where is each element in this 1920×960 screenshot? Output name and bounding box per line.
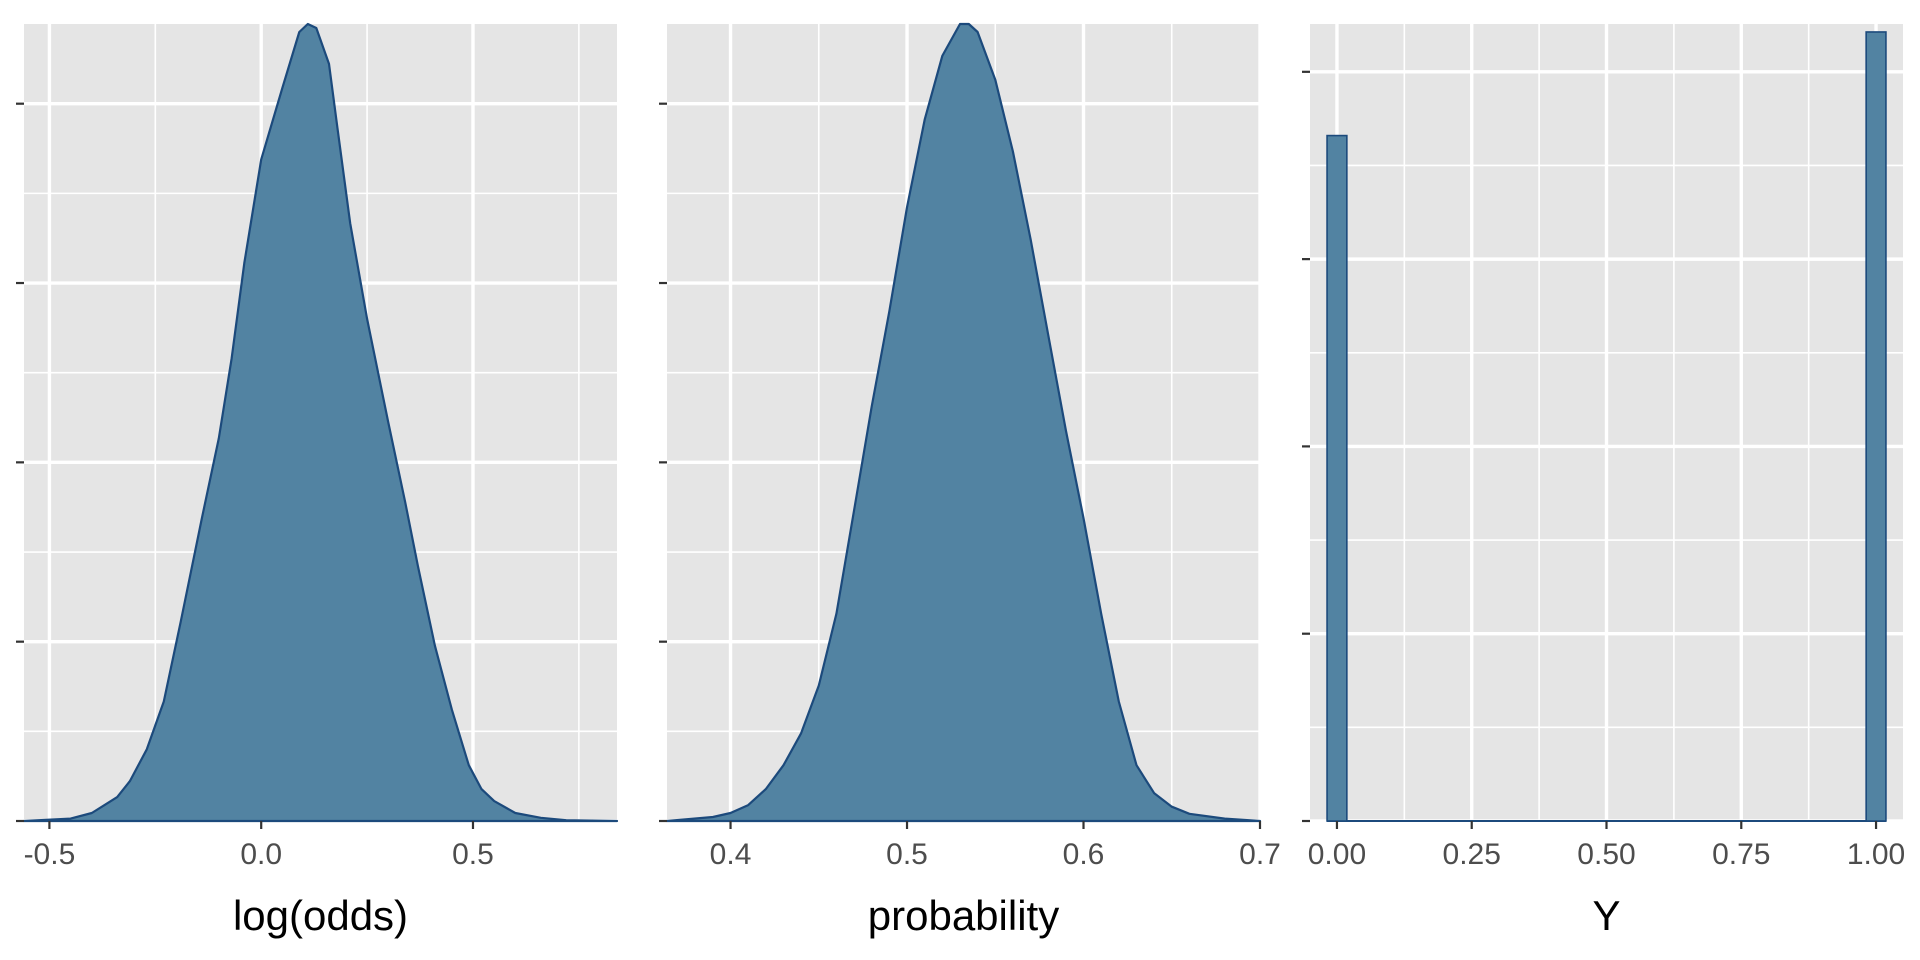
x-tick-label: 1.00 bbox=[1847, 838, 1905, 871]
x-tick-label: 0.6 bbox=[1063, 838, 1105, 871]
x-tick-label: 0.5 bbox=[452, 838, 494, 871]
x-tick-label: 0.5 bbox=[886, 838, 928, 871]
x-tick-label: 0.7 bbox=[1239, 838, 1281, 871]
x-tick-label: 0.25 bbox=[1443, 838, 1501, 871]
panel-log-odds: -0.5 0.0 0.5 log(odds) bbox=[16, 22, 619, 939]
x-axis-title: log(odds) bbox=[233, 892, 408, 939]
panel-y-histogram: 0.00 0.25 0.50 0.75 1.00 Y bbox=[1302, 24, 1905, 939]
x-tick-label: -0.5 bbox=[24, 838, 76, 871]
x-tick-label: 0.50 bbox=[1577, 838, 1635, 871]
density-area-probability bbox=[665, 22, 1262, 823]
histogram-bar-y-0 bbox=[1326, 134, 1348, 822]
x-tick-label: 0.0 bbox=[240, 838, 282, 871]
histogram-bar-y-1 bbox=[1865, 31, 1887, 822]
x-tick-label: 0.00 bbox=[1308, 838, 1366, 871]
x-axis-title: Y bbox=[1592, 892, 1620, 939]
panel-probability: 0.4 0.5 0.6 0.7 probability bbox=[659, 22, 1281, 939]
x-axis-title: probability bbox=[868, 892, 1059, 939]
x-tick-label: 0.75 bbox=[1712, 838, 1770, 871]
x-tick-label: 0.4 bbox=[710, 838, 752, 871]
density-area-log-odds bbox=[22, 22, 619, 823]
